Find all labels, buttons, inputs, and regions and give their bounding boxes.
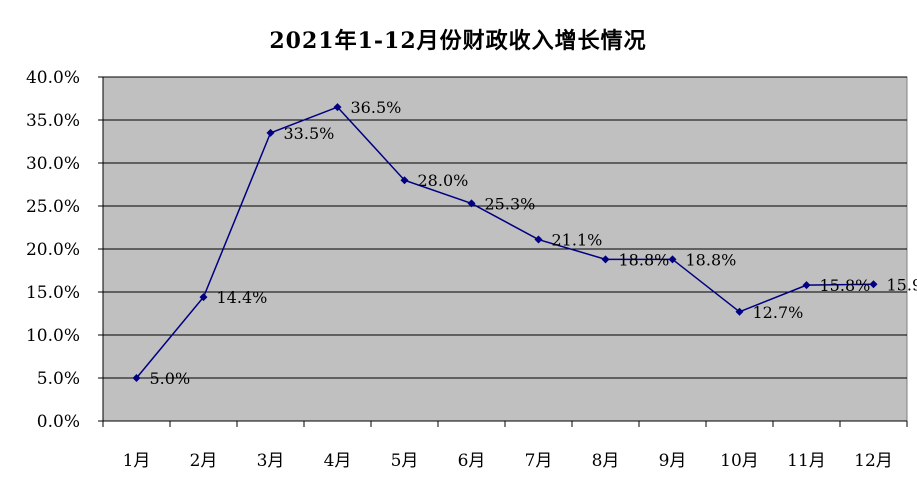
- data-point-marker: [668, 255, 677, 264]
- x-tick-label: 10月: [720, 451, 759, 471]
- y-tick-label: 20.0%: [26, 240, 80, 260]
- x-tick-label: 6月: [458, 451, 486, 471]
- series-line: [135, 106, 874, 379]
- x-tick-label: 7月: [525, 451, 553, 471]
- data-label: 18.8%: [619, 250, 670, 269]
- data-point-marker: [266, 128, 275, 137]
- y-tick-label: 0.0%: [37, 412, 80, 432]
- data-label: 25.3%: [485, 194, 536, 213]
- data-point-marker: [400, 176, 409, 185]
- x-tick-label: 12月: [854, 451, 893, 471]
- data-point-marker: [333, 103, 342, 112]
- data-point-marker: [869, 280, 878, 289]
- plot-area: 0.0% 5.0% 10.0% 15.0% 20.0% 25.0% 30.0% 35.0% 40…: [26, 68, 917, 471]
- x-tick-label: 5月: [391, 451, 419, 471]
- data-point-marker: [735, 307, 744, 316]
- y-tick-label: 10.0%: [26, 326, 80, 346]
- x-tick-label: 11月: [787, 451, 826, 471]
- x-tick-label: 3月: [257, 451, 285, 471]
- x-tick-label: 8月: [592, 451, 620, 471]
- data-label: 18.8%: [686, 250, 737, 269]
- data-label: 33.5%: [284, 124, 335, 143]
- y-tick-label: 15.0%: [26, 283, 80, 303]
- data-point-marker: [199, 293, 208, 302]
- x-tick-label: 9月: [659, 451, 687, 471]
- y-tick-label: 25.0%: [26, 197, 80, 217]
- data-label: 15.8%: [820, 276, 871, 295]
- x-tick-label: 4月: [324, 451, 352, 471]
- data-point-marker: [534, 235, 543, 244]
- data-label: 28.0%: [418, 171, 469, 190]
- data-label: 15.9%: [887, 275, 917, 294]
- data-point-marker: [132, 374, 141, 382]
- data-point-marker: [802, 281, 811, 290]
- y-tick-label: 5.0%: [37, 369, 80, 389]
- x-tick-label: 1月: [123, 451, 151, 471]
- data-label: 5.0%: [150, 369, 191, 388]
- data-label: 21.1%: [552, 231, 603, 250]
- data-label: 36.5%: [351, 98, 402, 117]
- y-tick-label: 40.0%: [26, 68, 80, 88]
- data-label: 12.7%: [753, 303, 804, 322]
- data-point-marker: [601, 255, 610, 264]
- data-label: 14.4%: [217, 288, 268, 307]
- x-tick-label: 2月: [190, 451, 218, 471]
- chart-title: 2021年1-12月份财政收入增长情况: [269, 28, 646, 54]
- y-tick-label: 30.0%: [26, 154, 80, 174]
- y-tick-label: 35.0%: [26, 111, 80, 131]
- data-point-marker: [467, 199, 476, 208]
